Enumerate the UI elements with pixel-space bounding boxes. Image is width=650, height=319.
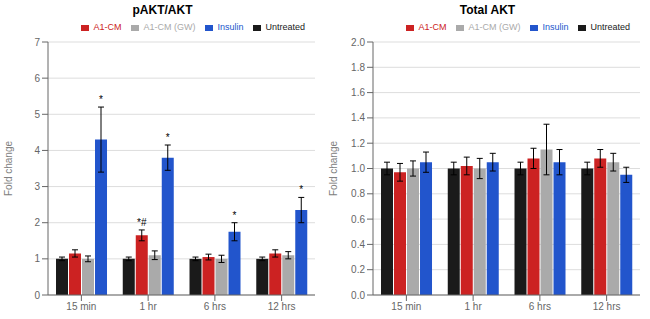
svg-text:0.6: 0.6 bbox=[351, 214, 365, 225]
svg-text:*: * bbox=[233, 210, 237, 221]
svg-text:Fold change: Fold change bbox=[8, 141, 14, 196]
svg-text:1.0: 1.0 bbox=[351, 163, 365, 174]
svg-text:1.8: 1.8 bbox=[351, 62, 365, 73]
svg-text:5: 5 bbox=[34, 109, 40, 120]
svg-text:12 hrs: 12 hrs bbox=[593, 301, 621, 312]
svg-text:*: * bbox=[99, 94, 103, 105]
html-text:A1-CM (GW): A1-CM (GW) bbox=[468, 22, 521, 32]
svg-text:Fold change: Fold change bbox=[328, 141, 339, 196]
svg-text:0.2: 0.2 bbox=[351, 264, 365, 275]
html-text:Insulin: Insulin bbox=[542, 22, 569, 32]
svg-text:6 hrs: 6 hrs bbox=[204, 301, 226, 312]
svg-text:0.4: 0.4 bbox=[351, 239, 365, 250]
html-text:A1-CM: A1-CM bbox=[93, 22, 122, 32]
svg-text:*: * bbox=[299, 184, 303, 195]
svg-text:1: 1 bbox=[34, 253, 40, 264]
svg-text:6 hrs: 6 hrs bbox=[529, 301, 551, 312]
html-text:pAKT/AKT: pAKT/AKT bbox=[132, 3, 193, 17]
html-text:A1-CM: A1-CM bbox=[418, 22, 447, 32]
svg-text:3: 3 bbox=[34, 181, 40, 192]
svg-text:1.6: 1.6 bbox=[351, 87, 365, 98]
svg-text:1 hr: 1 hr bbox=[140, 301, 158, 312]
svg-text:0.0: 0.0 bbox=[351, 290, 365, 301]
svg-text:15 min: 15 min bbox=[391, 301, 421, 312]
svg-text:1 hr: 1 hr bbox=[465, 301, 483, 312]
svg-text:*: * bbox=[166, 132, 170, 143]
svg-text:2: 2 bbox=[34, 217, 40, 228]
svg-text:6: 6 bbox=[34, 73, 40, 84]
svg-text:1.2: 1.2 bbox=[351, 138, 365, 149]
svg-text:15 min: 15 min bbox=[66, 301, 96, 312]
svg-text:4: 4 bbox=[34, 145, 40, 156]
svg-text:2.0: 2.0 bbox=[351, 37, 365, 48]
svg-text:1.4: 1.4 bbox=[351, 112, 365, 123]
html-text:A1-CM (GW): A1-CM (GW) bbox=[143, 22, 196, 32]
html-text:Insulin: Insulin bbox=[217, 22, 244, 32]
html-text:Total AKT: Total AKT bbox=[459, 3, 516, 17]
html-text:Untreated: Untreated bbox=[265, 22, 305, 32]
svg-text:0: 0 bbox=[34, 290, 40, 301]
svg-text:12 hrs: 12 hrs bbox=[268, 301, 296, 312]
html-text:Untreated: Untreated bbox=[590, 22, 630, 32]
svg-text:*#: *# bbox=[137, 217, 147, 228]
svg-text:7: 7 bbox=[34, 37, 40, 48]
svg-text:0.8: 0.8 bbox=[351, 188, 365, 199]
